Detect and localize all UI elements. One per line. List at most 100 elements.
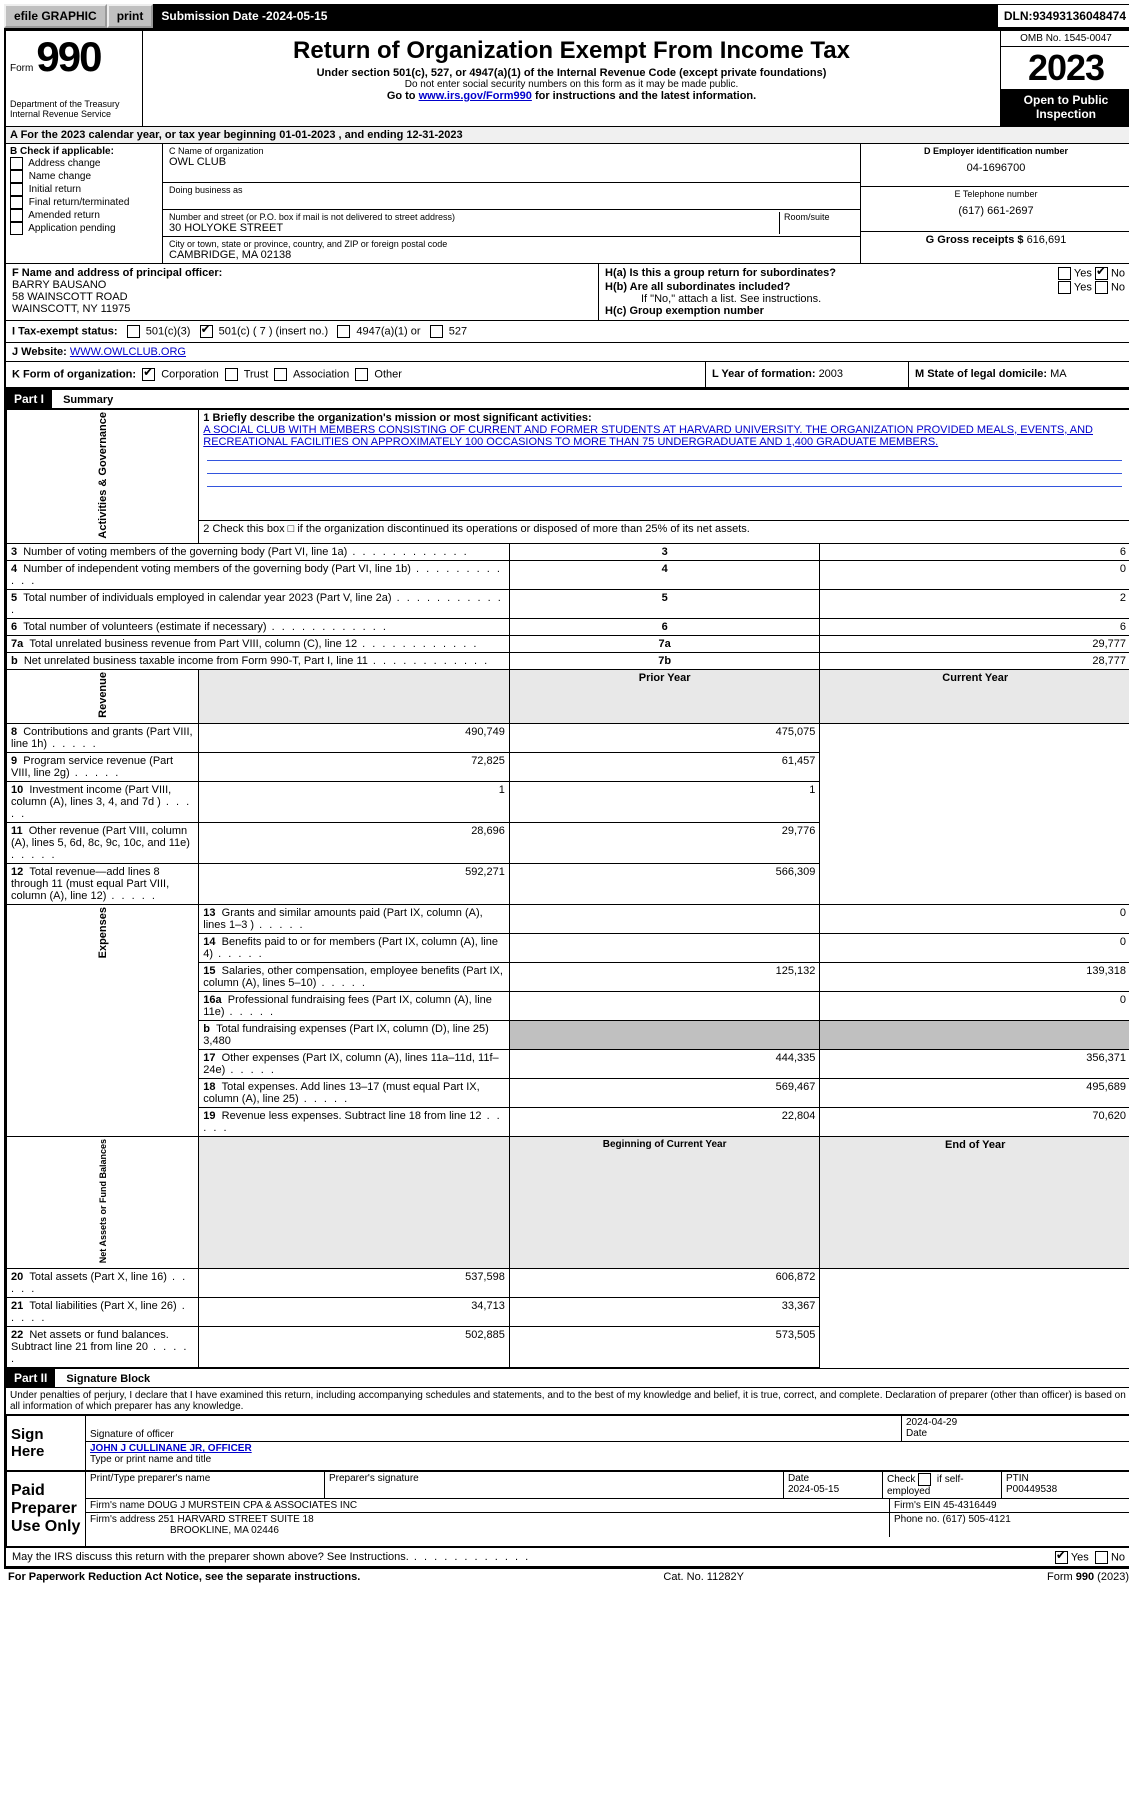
officer-addr1: 58 WAINSCOTT ROAD [12, 291, 592, 303]
prior-year-header: Prior Year [509, 670, 820, 724]
row-f-h: F Name and address of principal officer:… [6, 264, 1129, 321]
row-i: I Tax-exempt status: 501(c)(3) 501(c) ( … [6, 321, 1129, 343]
h-b-note: If "No," attach a list. See instructions… [605, 293, 1125, 305]
sig-date-val: 2024-04-29 [906, 1417, 1126, 1428]
paid-preparer-label: Paid Preparer Use Only [7, 1472, 86, 1546]
self-employed-checkbox[interactable] [918, 1473, 931, 1486]
perjury-statement: Under penalties of perjury, I declare th… [6, 1388, 1129, 1414]
b-checkbox[interactable] [10, 196, 23, 209]
org-name: OWL CLUB [169, 156, 854, 168]
b-checkbox[interactable] [10, 209, 23, 222]
irs-link[interactable]: www.irs.gov/Form990 [419, 90, 532, 102]
i-4947-checkbox[interactable] [337, 325, 350, 338]
b-option: Final return/terminated [10, 196, 158, 209]
open-to-public: Open to Public Inspection [1001, 89, 1129, 126]
summary-row: Expenses13 Grants and similar amounts pa… [7, 905, 1129, 934]
officer-name-label: Type or print name and title [90, 1454, 1126, 1465]
ha-yes-checkbox[interactable] [1058, 267, 1071, 280]
subtitle-3: Go to www.irs.gov/Form990 for instructio… [149, 90, 994, 102]
b-checkbox[interactable] [10, 222, 23, 235]
footer-mid: Cat. No. 11282Y [663, 1571, 744, 1583]
footer-right: Form 990 (2023) [1047, 1571, 1129, 1583]
firm-addr1: 251 HARVARD STREET SUITE 18 [158, 1514, 314, 1525]
phone-value: (617) 661-2697 [867, 205, 1125, 217]
c-name-label: C Name of organization [169, 146, 854, 156]
prep-sig-hdr: Preparer's signature [325, 1472, 784, 1498]
i-501c-checkbox[interactable] [200, 325, 213, 338]
i-501c3-checkbox[interactable] [127, 325, 140, 338]
sig-officer-label: Signature of officer [90, 1429, 897, 1440]
summary-row: 22 Net assets or fund balances. Subtract… [7, 1327, 1129, 1368]
ein-value: 04-1696700 [867, 162, 1125, 174]
info-grid: B Check if applicable: Address change Na… [6, 144, 1129, 264]
b-option: Amended return [10, 209, 158, 222]
row-klm: K Form of organization: Corporation Trus… [6, 362, 1129, 389]
section-k: K Form of organization: Corporation Trus… [6, 362, 706, 387]
b-option: Initial return [10, 183, 158, 196]
street-address: 30 HOLYOKE STREET [169, 222, 775, 234]
i-527-checkbox[interactable] [430, 325, 443, 338]
footer: For Paperwork Reduction Act Notice, see … [4, 1568, 1129, 1585]
ha-no-checkbox[interactable] [1095, 267, 1108, 280]
summary-row: 3 Number of voting members of the govern… [7, 544, 1129, 561]
hb-no-checkbox[interactable] [1095, 281, 1108, 294]
room-label: Room/suite [784, 212, 854, 222]
sign-here-block: Sign Here Signature of officer 2024-04-2… [6, 1414, 1129, 1471]
addr-label: Number and street (or P.O. box if mail i… [169, 212, 775, 222]
e-phone-label: E Telephone number [867, 189, 1125, 199]
mission-text[interactable]: A SOCIAL CLUB WITH MEMBERS CONSISTING OF… [203, 424, 1093, 448]
form-word: Form [10, 63, 33, 74]
side-netassets: Net Assets or Fund Balances [7, 1137, 199, 1269]
k-corp-checkbox[interactable] [142, 368, 155, 381]
b-option: Address change [10, 157, 158, 170]
print-button[interactable]: print [107, 4, 154, 28]
part-ii-badge: Part II [6, 1369, 55, 1387]
q1-label: 1 Briefly describe the organization's mi… [203, 412, 1126, 424]
row-j: J Website: WWW.OWLCLUB.ORG [6, 343, 1129, 362]
h-b: H(b) Are all subordinates included? Yes … [605, 281, 1125, 293]
k-trust-checkbox[interactable] [225, 368, 238, 381]
summary-row: 20 Total assets (Part X, line 16)537,598… [7, 1269, 1129, 1298]
discuss-no-checkbox[interactable] [1095, 1551, 1108, 1564]
form-id-cell: Form 990 Department of the Treasury Inte… [6, 31, 143, 126]
hb-yes-checkbox[interactable] [1058, 281, 1071, 294]
prep-date-val: 2024-05-15 [788, 1484, 839, 1495]
firm-ein: 45-4316449 [943, 1500, 996, 1511]
b-option: Application pending [10, 222, 158, 235]
k-assoc-checkbox[interactable] [274, 368, 287, 381]
section-f: F Name and address of principal officer:… [6, 264, 599, 320]
officer-name: BARRY BAUSANO [12, 279, 592, 291]
q2-text: 2 Check this box □ if the organization d… [199, 520, 1129, 544]
tax-year-row: A For the 2023 calendar year, or tax yea… [6, 127, 1129, 144]
submission-date-label: Submission Date - 2024-05-15 [153, 4, 335, 28]
paid-preparer-block: Paid Preparer Use Only Print/Type prepar… [6, 1471, 1129, 1547]
section-deg: D Employer identification number 04-1696… [861, 144, 1129, 263]
part-ii-header: Part II Signature Block [6, 1368, 1129, 1388]
dept-treasury: Department of the Treasury Internal Reve… [10, 99, 138, 119]
summary-row: 9 Program service revenue (Part VIII, li… [7, 753, 1129, 782]
g-receipts-label: G Gross receipts $ [926, 234, 1027, 246]
city-state-zip: CAMBRIDGE, MA 02138 [169, 249, 854, 261]
h-c: H(c) Group exemption number [605, 305, 1125, 317]
i-label: I Tax-exempt status: [12, 325, 118, 337]
part-i-header: Part I Summary [6, 389, 1129, 409]
summary-row: b Net unrelated business taxable income … [7, 653, 1129, 670]
website-link[interactable]: WWW.OWLCLUB.ORG [70, 346, 186, 358]
summary-row: 12 Total revenue—add lines 8 through 11 … [7, 864, 1129, 905]
firm-name: DOUG J MURSTEIN CPA & ASSOCIATES INC [147, 1500, 357, 1511]
b-checkbox[interactable] [10, 183, 23, 196]
b-checkbox[interactable] [10, 170, 23, 183]
summary-row: 4 Number of independent voting members o… [7, 561, 1129, 590]
summary-row: 5 Total number of individuals employed i… [7, 590, 1129, 619]
form-number: 990 [36, 33, 100, 80]
officer-name-link[interactable]: JOHN J CULLINANE JR, OFFICER [90, 1443, 252, 1454]
part-i-badge: Part I [6, 390, 52, 408]
efile-graphic-button[interactable]: efile GRAPHIC [4, 4, 107, 28]
discuss-yes-checkbox[interactable] [1055, 1551, 1068, 1564]
summary-row: 8 Contributions and grants (Part VIII, l… [7, 724, 1129, 753]
form-title: Return of Organization Exempt From Incom… [149, 37, 994, 65]
discuss-row: May the IRS discuss this return with the… [6, 1547, 1129, 1566]
sig-date-label: Date [906, 1428, 1126, 1439]
b-checkbox[interactable] [10, 157, 23, 170]
k-other-checkbox[interactable] [355, 368, 368, 381]
